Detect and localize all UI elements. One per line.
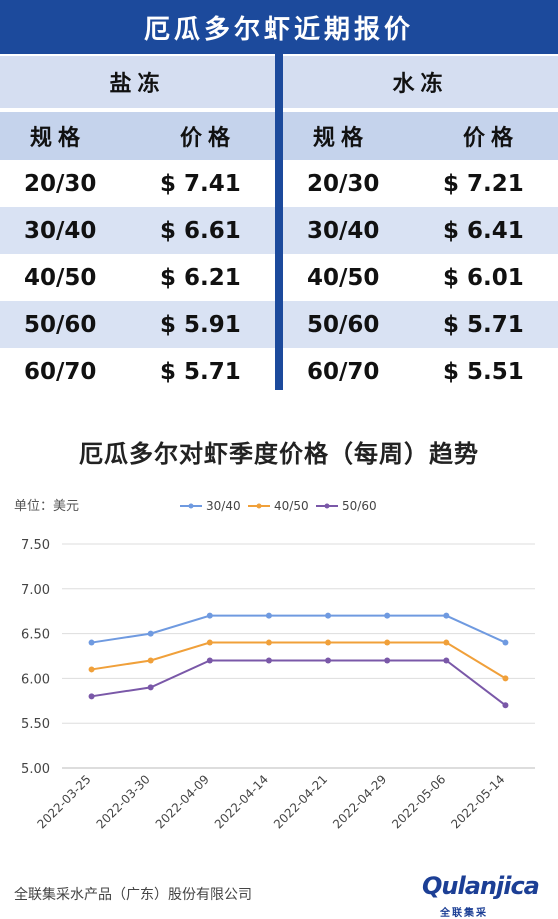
legend-marker (188, 503, 194, 509)
spec-column-header: 规格 (30, 126, 87, 151)
y-tick-label: 6.50 (21, 628, 50, 643)
table-row: 50/60 $ 5.71 (283, 301, 558, 348)
chart-title: 厄瓜多尔对虾季度价格（每周）趋势 (79, 440, 479, 468)
data-point (147, 657, 154, 664)
legend-marker (324, 503, 330, 509)
table-row: 30/40 $ 6.61 (0, 207, 275, 254)
data-point (502, 639, 509, 646)
price-cell: $ 6.61 (160, 217, 241, 244)
y-tick-label: 5.50 (21, 717, 50, 732)
price-cell: $ 5.91 (160, 311, 241, 338)
spec-cell: 60/70 (24, 358, 97, 385)
y-tick-label: 7.00 (21, 583, 50, 598)
data-point (265, 657, 272, 664)
series-line (91, 641, 506, 680)
data-point (325, 612, 332, 619)
unit-label: 单位：美元 (14, 499, 79, 514)
spec-column-header: 规格 (313, 126, 370, 151)
data-point (502, 702, 509, 709)
data-point (325, 639, 332, 646)
table-row: 40/50 $ 6.21 (0, 254, 275, 301)
price-cell: $ 6.21 (160, 264, 241, 291)
spec-cell: 20/30 (307, 170, 380, 197)
data-point (88, 693, 95, 700)
spec-cell: 30/40 (24, 217, 97, 244)
salt-frozen-table: 盐冻 规格 价格 20/30 $ 7.41 30/40 $ 6.61 40/50… (0, 54, 275, 395)
price-table: 盐冻 规格 价格 20/30 $ 7.41 30/40 $ 6.61 40/50… (0, 54, 558, 390)
brand-logo: Qulanjica (422, 872, 540, 900)
x-tick-label: 2022-05-14 (448, 772, 507, 831)
table-row: 50/60 $ 5.91 (0, 301, 275, 348)
x-tick-label: 2022-03-30 (94, 772, 153, 831)
y-tick-label: 7.50 (21, 538, 50, 553)
data-point (265, 639, 272, 646)
legend-marker (256, 503, 262, 509)
series-line (91, 614, 506, 644)
price-cell: $ 5.71 (443, 311, 524, 338)
table-row: 20/30 $ 7.41 (0, 160, 275, 207)
category-header-water: 水冻 (283, 54, 558, 108)
price-cell: $ 7.21 (443, 170, 524, 197)
table-row: 40/50 $ 6.01 (283, 254, 558, 301)
table-divider (275, 54, 283, 390)
series-line (91, 659, 507, 707)
x-tick-label: 2022-04-21 (271, 772, 330, 831)
legend-label: 50/60 (342, 499, 377, 513)
data-point (443, 612, 450, 619)
column-header-row: 规格 价格 (283, 112, 558, 160)
data-point (147, 684, 154, 691)
y-tick-label: 6.00 (21, 672, 50, 687)
data-point (88, 639, 95, 646)
price-trend-chart: 单位：美元 30/40 40/50 50/60 7.50 7.00 6.50 6.00 5.50… (14, 499, 535, 831)
data-point (443, 639, 450, 646)
footer: 全联集采水产品（广东）股份有限公司 Qulanjica 全联集采 (0, 866, 558, 919)
water-frozen-table: 水冻 规格 价格 20/30 $ 7.21 30/40 $ 6.41 40/50… (283, 54, 558, 395)
spec-cell: 50/60 (24, 311, 97, 338)
legend-label: 30/40 (206, 499, 241, 513)
data-point (206, 657, 213, 664)
column-header-row: 规格 价格 (0, 112, 275, 160)
table-row: 30/40 $ 6.41 (283, 207, 558, 254)
table-row: 60/70 $ 5.51 (283, 348, 558, 395)
data-point (443, 657, 450, 664)
data-point (206, 612, 213, 619)
x-tick-label: 2022-04-09 (153, 772, 212, 831)
x-tick-label: 2022-03-25 (34, 772, 93, 831)
price-cell: $ 7.41 (160, 170, 241, 197)
data-point (265, 612, 272, 619)
price-column-header: 价格 (180, 126, 237, 151)
price-cell: $ 6.41 (443, 217, 524, 244)
price-column-header: 价格 (463, 126, 520, 151)
data-point (384, 639, 391, 646)
table-row: 20/30 $ 7.21 (283, 160, 558, 207)
spec-cell: 50/60 (307, 311, 380, 338)
brand-logo-subtitle: 全联集采 (440, 908, 488, 919)
category-header-salt: 盐冻 (0, 54, 275, 108)
spec-cell: 60/70 (307, 358, 380, 385)
x-tick-label: 2022-04-29 (330, 772, 389, 831)
spec-cell: 20/30 (24, 170, 97, 197)
data-point (384, 612, 391, 619)
page-title: 厄瓜多尔虾近期报价 (0, 0, 558, 54)
price-cell: $ 5.71 (160, 358, 241, 385)
data-point (384, 657, 391, 664)
spec-cell: 40/50 (307, 264, 380, 291)
table-row: 60/70 $ 5.71 (0, 348, 275, 395)
legend-label: 40/50 (274, 499, 309, 513)
data-point (325, 657, 332, 664)
data-point (147, 630, 154, 637)
price-cell: $ 5.51 (443, 358, 524, 385)
spec-cell: 40/50 (24, 264, 97, 291)
spec-cell: 30/40 (307, 217, 380, 244)
company-name: 全联集采水产品（广东）股份有限公司 (14, 887, 252, 903)
x-tick-label: 2022-04-14 (212, 772, 271, 831)
data-point (88, 666, 95, 673)
data-point (206, 639, 213, 646)
data-point (502, 675, 509, 682)
y-tick-label: 5.00 (21, 762, 50, 777)
x-tick-label: 2022-05-06 (389, 772, 448, 831)
price-cell: $ 6.01 (443, 264, 524, 291)
